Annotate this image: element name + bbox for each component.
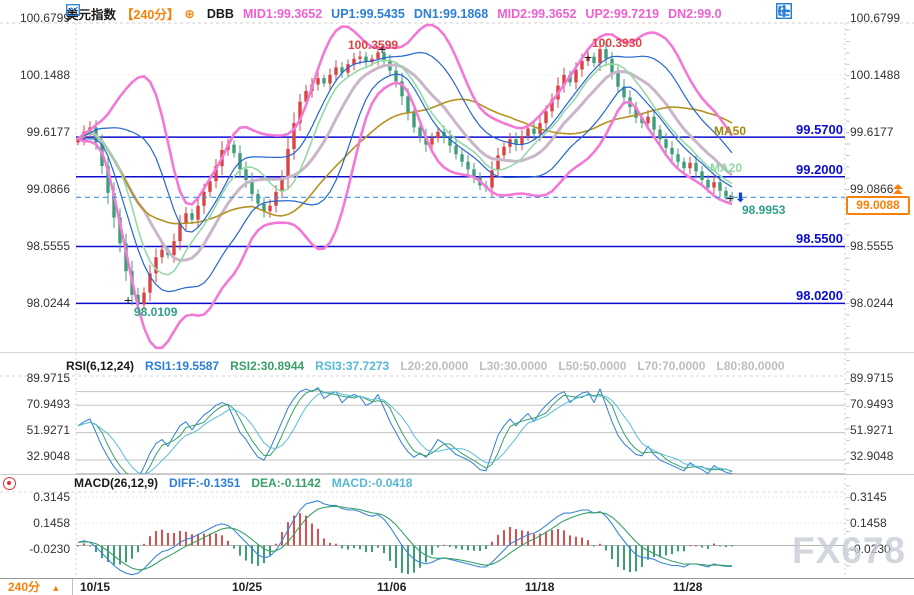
dbb-mid1-value: MID1:99.3652 <box>242 6 323 21</box>
rsi-axis-right-tick: 32.9048 <box>850 449 894 463</box>
date-tick: 10/15 <box>80 580 111 594</box>
level-label-98.0200: 98.0200 <box>796 288 843 303</box>
alert-sun-icon[interactable] <box>3 477 16 490</box>
indicator-name: DBB <box>206 6 234 21</box>
fx678-watermark: FX678 <box>792 530 907 571</box>
main-axis-left-tick: 100.1488 <box>19 68 70 82</box>
macd-axis-right-tick: 0.1458 <box>850 516 887 530</box>
main-axis-right-tick: 100.6799 <box>850 11 901 25</box>
x-axis-bar: 240分 ▲ 10/15 10/25 11/06 11/18 11/28 <box>0 578 914 595</box>
low-marker-1: + <box>124 292 133 308</box>
interval-selector[interactable]: 240分 ▲ <box>0 579 73 595</box>
chart-header: 美元指数 【240分】 ⊕ DBB MID1:99.3652 UP1:99.54… <box>66 4 722 23</box>
level-label-99.2000: 99.2000 <box>796 162 843 177</box>
rsi-axis-right-tick: 70.9493 <box>850 397 894 411</box>
symbol-title: 美元指数 <box>66 8 117 22</box>
rsi-axis-left-tick: 51.9271 <box>26 423 70 437</box>
price-down-arrow-icon: ⬇ <box>735 190 746 205</box>
main-axis-left-tick: 99.6177 <box>26 125 70 139</box>
rsi-axis-left-tick: 70.9493 <box>26 397 70 411</box>
macd-axis-right-tick: -0.0230 <box>850 542 891 556</box>
macd-name: MACD(26,12,9) <box>74 476 159 490</box>
chart-toolbar <box>776 3 846 19</box>
level-label-99.5700: 99.5700 <box>796 122 843 137</box>
shift-right-icon[interactable] <box>776 3 846 19</box>
macd-diff-value: DIFF:-0.1351 <box>169 476 241 490</box>
rsi1-value: RSI1:19.5587 <box>145 359 220 373</box>
date-tick: 11/28 <box>673 580 703 594</box>
rsi-axis-right-tick: 89.9715 <box>850 371 894 385</box>
macd-axis-left-tick: -0.0230 <box>29 542 70 556</box>
date-tick: 10/25 <box>232 580 263 594</box>
dbb-mid2-value: MID2:99.3652 <box>497 6 577 21</box>
level-label-98.5500: 98.5500 <box>796 231 843 246</box>
dbb-up1-value: UP1:99.5435 <box>331 6 405 21</box>
high-marker-1: + <box>378 41 387 57</box>
ma50-label: MA50 <box>714 124 747 138</box>
high-annotation-2: 100.3930 <box>592 36 643 50</box>
rsi-axis-left-tick: 32.9048 <box>26 449 70 463</box>
y-axis-scale-icon[interactable] <box>776 3 810 19</box>
main-axis-left-tick: 98.0244 <box>26 296 70 310</box>
macd-header: MACD(26,12,9) DIFF:-0.1351 DEA:-0.1142 M… <box>74 476 412 490</box>
collapse-icon[interactable]: ⊕ <box>184 7 195 21</box>
date-tick: 11/18 <box>525 580 555 594</box>
rsi3-value: RSI3:37.7273 <box>315 359 390 373</box>
main-axis-right-tick: 99.0866 <box>850 182 894 196</box>
dbb-dn1-value: DN1:99.1868 <box>413 6 489 21</box>
rsi-axis-right-tick: 51.9271 <box>850 423 894 437</box>
high-annotation-1: 100.3599 <box>348 38 399 52</box>
current-price-box: 99.0088 <box>846 196 910 215</box>
macd-axis-left-tick: 0.3145 <box>33 490 70 504</box>
main-axis-left-tick: 99.0866 <box>26 182 70 196</box>
main-axis-left-tick: 100.6799 <box>19 11 70 25</box>
macd-axis-right-tick: 0.3145 <box>850 490 887 504</box>
macd-axis-left-tick: 0.1458 <box>33 516 70 530</box>
x-axis-scale-icon[interactable] <box>776 3 828 19</box>
rsi-axis-left-tick: 89.9715 <box>26 371 70 385</box>
rsi-l30: L30:30.0000 <box>479 359 548 373</box>
interval-up-arrow-icon: ▲ <box>51 583 61 593</box>
interval-label: 【240分】 <box>121 8 180 22</box>
dbb-dn2-value: DN2:99.0 <box>668 6 722 21</box>
low-annotation-1: 98.0109 <box>134 305 178 319</box>
low-annotation-2: 98.9953 <box>742 203 786 217</box>
main-axis-left-tick: 98.5555 <box>26 239 70 253</box>
ma20-label: MA20 <box>710 161 743 175</box>
main-axis-right-tick: 98.5555 <box>850 239 894 253</box>
macd-value: MACD:-0.0418 <box>331 476 413 490</box>
rsi-l70: L70:70.0000 <box>637 359 706 373</box>
rsi-header: RSI(6,12,24) RSI1:19.5587 RSI2:30.8944 R… <box>66 359 785 373</box>
low-marker-2: + <box>726 190 735 206</box>
rsi-l20: L20:20.0000 <box>400 359 469 373</box>
high-marker-2: + <box>584 49 593 65</box>
dbb-up2-value: UP2:99.7219 <box>585 6 660 21</box>
rsi-name: RSI(6,12,24) <box>66 359 135 373</box>
macd-dea-value: DEA:-0.1142 <box>251 476 321 490</box>
date-tick: 11/06 <box>377 580 407 594</box>
rsi2-value: RSI2:30.8944 <box>230 359 305 373</box>
rsi-l50: L50:50.0000 <box>558 359 627 373</box>
rsi-l80: L80:80.0000 <box>716 359 785 373</box>
main-axis-right-tick: 98.0244 <box>850 296 894 310</box>
main-axis-right-tick: 99.6177 <box>850 125 894 139</box>
main-axis-right-tick: 100.1488 <box>850 68 901 82</box>
